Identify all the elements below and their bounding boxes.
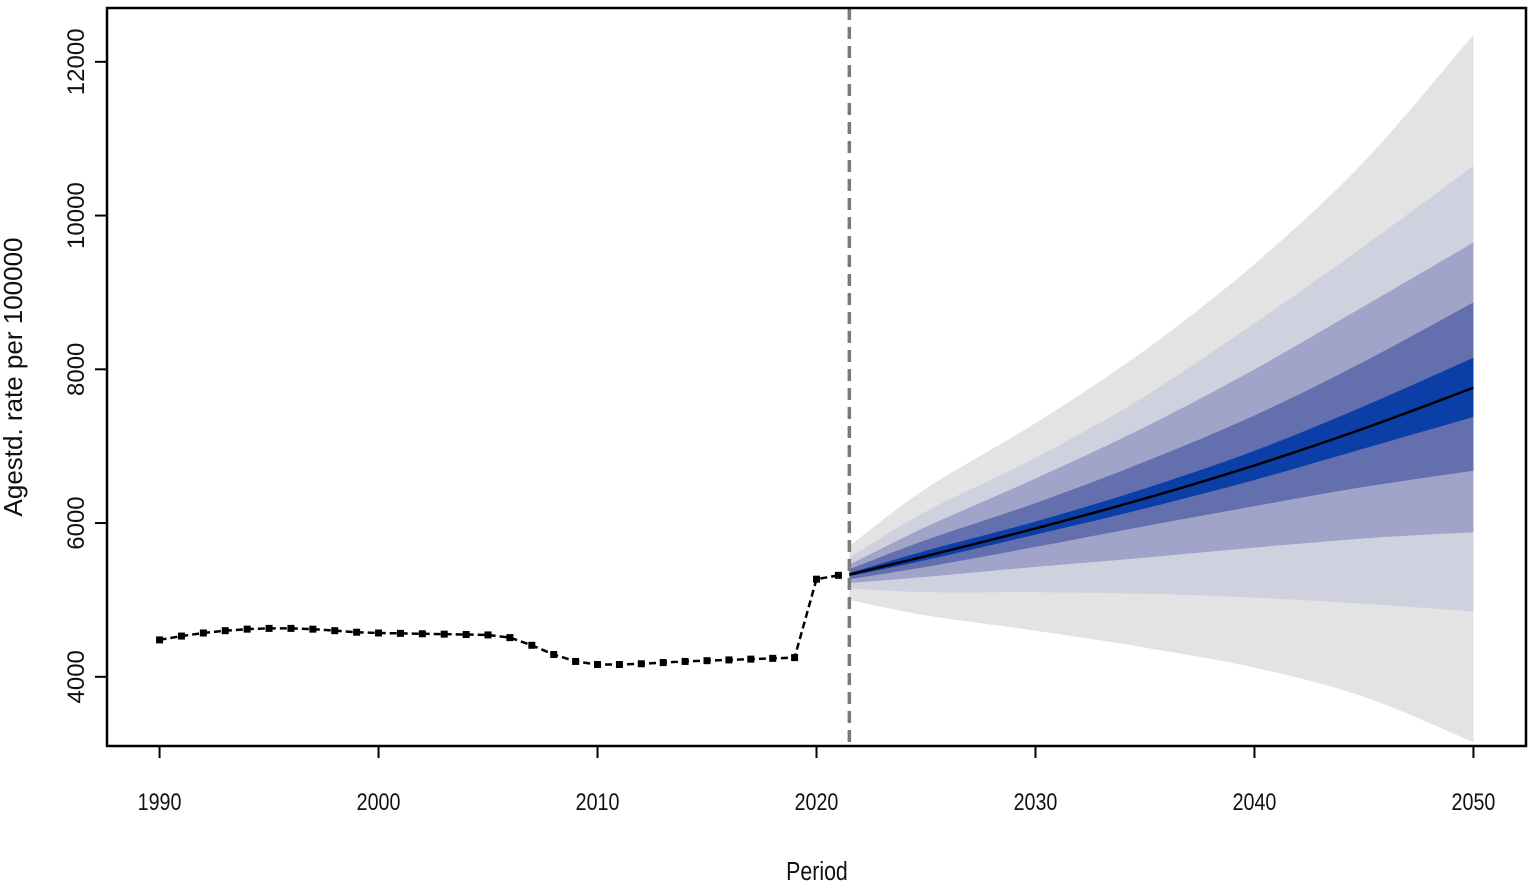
band-3 (849, 242, 1474, 584)
observed-point-2014 (681, 657, 689, 665)
x-tick-label-2000: 2000 (357, 788, 401, 815)
x-tick-label-1990: 1990 (138, 788, 182, 815)
observed-point-2015 (703, 657, 711, 665)
observed-point-2019 (791, 654, 799, 662)
observed-point-2010 (594, 661, 602, 669)
y-tick-label-8000: 8000 (63, 343, 90, 396)
y-tick-label-4000: 4000 (63, 650, 90, 703)
observed-point-1990 (156, 636, 164, 644)
y-axis-label: Agestd. rate per 100000 (0, 238, 28, 517)
series-lines (159, 8, 1474, 746)
observed-point-2004 (462, 631, 470, 639)
observed-point-2011 (615, 661, 623, 669)
observed-point-1996 (287, 624, 295, 632)
x-tick-label-2040: 2040 (1233, 788, 1277, 815)
observed-point-2001 (396, 629, 404, 637)
observed-point-2012 (637, 660, 645, 668)
observed-point-2013 (659, 659, 667, 667)
observed-point-2003 (440, 630, 448, 638)
forecast-line (849, 386, 1474, 576)
observed-point-2000 (375, 629, 383, 637)
observed-point-2020 (813, 575, 820, 583)
x-axis-label: Period (786, 857, 848, 887)
observed-line (159, 574, 839, 666)
prediction-bands (849, 34, 1474, 743)
observed-point-2016 (725, 656, 733, 664)
observed-point-2006 (506, 634, 514, 642)
observed-point-1994 (243, 625, 251, 633)
observed-point-1992 (199, 629, 207, 637)
observed-point-1998 (331, 627, 339, 635)
y-tick-label-6000: 6000 (63, 496, 90, 549)
observed-point-1999 (353, 628, 361, 636)
observed-point-2018 (769, 654, 777, 662)
observed-point-2002 (418, 630, 426, 638)
x-axis: 1990 2000 2010 2020 2030 2040 2050 (138, 746, 1496, 815)
observed-point-1993 (221, 627, 229, 635)
x-tick-label-2010: 2010 (576, 788, 620, 815)
observed-point-1991 (177, 632, 185, 640)
x-tick-label-2050: 2050 (1452, 788, 1496, 815)
y-tick-label-10000: 10000 (63, 182, 90, 249)
x-tick-label-2030: 2030 (1014, 788, 1058, 815)
observed-point-2008 (550, 651, 558, 659)
observed-point-2007 (528, 641, 536, 649)
observed-point-2021 (834, 571, 842, 579)
observed-point-2005 (484, 631, 492, 639)
observed-points (156, 571, 842, 669)
x-tick-label-2020: 2020 (795, 788, 839, 815)
observed-point-1995 (265, 624, 273, 632)
observed-point-1997 (309, 625, 317, 633)
y-tick-label-12000: 12000 (63, 28, 90, 95)
y-axis: 4000 6000 8000 10000 12000 (63, 28, 107, 704)
observed-point-2009 (572, 657, 580, 665)
observed-point-2017 (747, 655, 755, 663)
